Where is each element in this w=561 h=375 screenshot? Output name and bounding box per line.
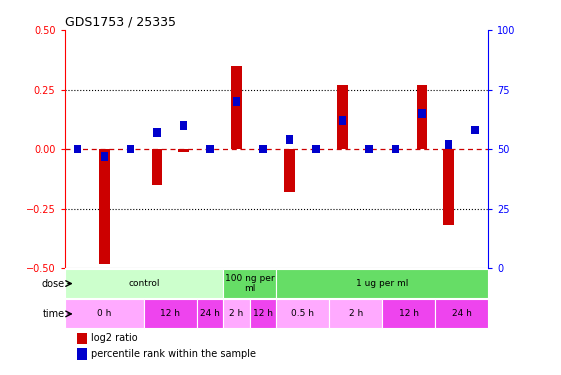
Text: 2 h: 2 h xyxy=(348,309,363,318)
Bar xyxy=(471,126,479,134)
Bar xyxy=(100,152,108,160)
Bar xyxy=(144,299,197,328)
Bar xyxy=(435,299,488,328)
Bar xyxy=(250,299,276,328)
Text: 0.5 h: 0.5 h xyxy=(291,309,314,318)
Bar xyxy=(259,145,267,153)
Bar xyxy=(197,299,223,328)
Bar xyxy=(77,333,86,344)
Bar xyxy=(206,145,214,153)
Bar xyxy=(339,116,346,125)
Text: 12 h: 12 h xyxy=(253,309,273,318)
Text: 100 ng per
ml: 100 ng per ml xyxy=(225,274,275,293)
Text: control: control xyxy=(128,279,160,288)
Text: 12 h: 12 h xyxy=(399,309,419,318)
Bar xyxy=(382,299,435,328)
Bar xyxy=(74,145,81,153)
Text: GDS1753 / 25335: GDS1753 / 25335 xyxy=(65,16,176,29)
Bar xyxy=(180,121,187,129)
Text: 1 ug per ml: 1 ug per ml xyxy=(356,279,408,288)
Bar xyxy=(276,299,329,328)
Bar xyxy=(65,269,223,298)
Bar xyxy=(276,269,488,298)
Bar xyxy=(365,145,373,153)
Bar xyxy=(178,149,189,152)
Bar xyxy=(417,85,427,149)
Bar xyxy=(445,140,452,148)
Bar xyxy=(286,135,293,144)
Bar xyxy=(233,98,240,106)
Bar xyxy=(127,145,135,153)
Bar xyxy=(418,109,426,118)
Text: percentile rank within the sample: percentile rank within the sample xyxy=(91,349,256,359)
Text: 2 h: 2 h xyxy=(229,309,243,318)
Bar xyxy=(99,149,109,264)
Bar xyxy=(152,149,163,185)
Text: time: time xyxy=(43,309,65,319)
Text: 0 h: 0 h xyxy=(97,309,112,318)
Text: 12 h: 12 h xyxy=(160,309,181,318)
Bar xyxy=(392,145,399,153)
Text: 24 h: 24 h xyxy=(452,309,472,318)
Bar xyxy=(77,348,86,360)
Bar xyxy=(329,299,382,328)
Bar xyxy=(154,128,161,136)
Bar xyxy=(65,299,144,328)
Text: 24 h: 24 h xyxy=(200,309,220,318)
Bar xyxy=(231,66,242,149)
Bar xyxy=(443,149,454,225)
Bar xyxy=(223,269,276,298)
Bar xyxy=(223,299,250,328)
Bar xyxy=(312,145,320,153)
Bar xyxy=(284,149,295,192)
Text: log2 ratio: log2 ratio xyxy=(91,333,137,343)
Bar xyxy=(337,85,348,149)
Text: dose: dose xyxy=(42,279,65,289)
